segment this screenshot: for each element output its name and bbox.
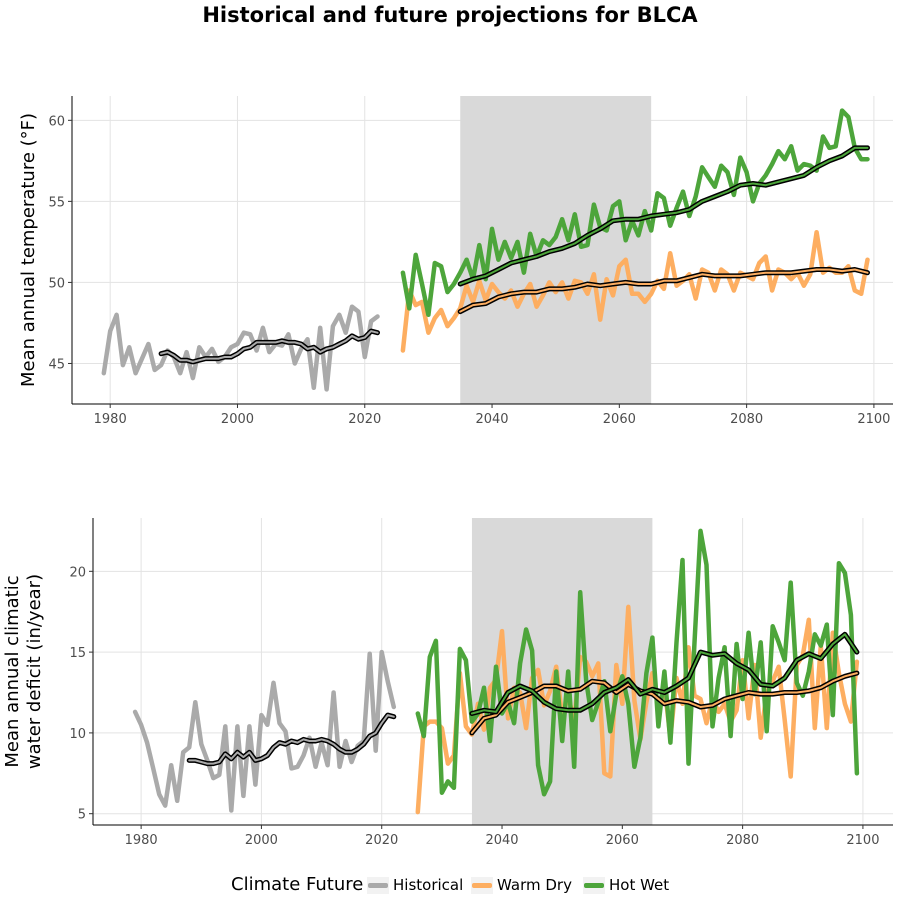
y-tick-label: 55: [48, 195, 65, 210]
temperature-panel: 1980 2000 2020 2040 2060 2080 2100 45 50 55 60 Mean…: [18, 96, 893, 427]
legend-label-warm-dry: Warm Dry: [497, 876, 572, 894]
trend-line-historical: [160, 330, 379, 363]
legend-item-warm-dry: Warm Dry: [471, 876, 572, 894]
x-tick-label: 2060: [603, 412, 636, 427]
x-tick-label: 2000: [221, 412, 254, 427]
x-tick-label: 2080: [730, 412, 763, 427]
legend: Climate Future Historical Warm Dry Hot W…: [0, 870, 900, 898]
page-title: Historical and future projections for BL…: [202, 3, 698, 27]
y-tick-label: 20: [69, 565, 86, 580]
water-deficit-panel: 1980 2000 2020 2040 2060 2080 2100 5 10 15 20 Mean …: [2, 518, 893, 848]
series-line-hot-wet: [415, 528, 860, 797]
y-tick-label: 60: [48, 114, 65, 129]
y-tick-label: 50: [48, 276, 65, 291]
x-tick-label: 1980: [125, 833, 158, 848]
x-tick-label: 2000: [245, 833, 278, 848]
legend-item-hot-wet: Hot Wet: [583, 876, 669, 894]
series-line-hot-wet: [400, 108, 870, 318]
x-tick-label: 2040: [485, 833, 518, 848]
series-line-historical: [132, 649, 397, 813]
legend-key-hot-wet: [583, 876, 605, 894]
y-tick-label: 45: [48, 357, 65, 372]
legend-label-hot-wet: Hot Wet: [609, 876, 670, 894]
legend-item-historical: Historical: [367, 876, 463, 894]
x-tick-label: 2060: [606, 833, 639, 848]
legend-title: Climate Future: [231, 874, 364, 895]
y-axis-label: Mean annual temperature (°F): [18, 113, 39, 387]
x-tick-label: 2020: [365, 833, 398, 848]
x-tick-label: 2100: [857, 412, 890, 427]
x-tick-label: 2040: [475, 412, 508, 427]
trend-line-hot-wet: [459, 146, 869, 285]
chart-area: 1980 2000 2020 2040 2060 2080 2100 45 50 55 60 Mean…: [2, 96, 893, 848]
x-tick-label: 2080: [726, 833, 759, 848]
series-line-warm-dry: [415, 604, 860, 815]
legend-key-historical: [367, 876, 389, 894]
legend-key-warm-dry: [471, 876, 493, 894]
series-line-historical: [101, 304, 380, 392]
y-tick-label: 5: [78, 808, 86, 823]
x-tick-label: 2100: [846, 833, 879, 848]
x-tick-label: 1980: [94, 412, 127, 427]
y-axis-label: Mean annual climaticwater deficit (in/ye…: [2, 574, 45, 769]
series-line-warm-dry: [400, 229, 870, 353]
legend-label-historical: Historical: [393, 876, 464, 894]
y-tick-label: 15: [69, 646, 86, 661]
x-tick-label: 2020: [348, 412, 381, 427]
trend-line-hot-wet: [470, 633, 858, 715]
trend-line-warm-dry: [470, 672, 858, 734]
trend-line-warm-dry: [459, 268, 869, 313]
y-tick-label: 10: [69, 727, 86, 742]
trend-line-historical: [188, 714, 395, 765]
